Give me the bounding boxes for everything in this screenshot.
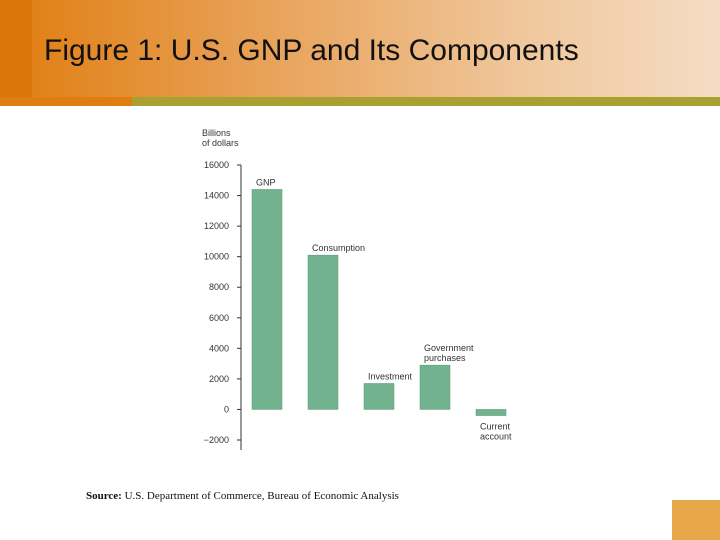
y-tick-label: 16000 xyxy=(204,160,229,170)
source-text: U.S. Department of Commerce, Bureau of E… xyxy=(124,490,399,502)
y-tick-label: 8000 xyxy=(209,282,229,292)
y-tick-label: 2000 xyxy=(209,374,229,384)
bar xyxy=(307,254,339,410)
y-tick-label: 4000 xyxy=(209,343,229,353)
y-tick-label: 10000 xyxy=(204,252,229,262)
y-tick-label: −2000 xyxy=(204,435,229,445)
y-tick-label: 0 xyxy=(224,404,229,414)
bar-category-label: Government xyxy=(424,343,474,353)
bar-category-label: GNP xyxy=(256,177,276,187)
bar xyxy=(475,409,507,416)
y-axis: 16000 14000 12000 10000 8000 6000 4000 2000 0 −20… xyxy=(204,160,242,450)
corner-decoration xyxy=(672,500,720,540)
slide-title: Figure 1: U.S. GNP and Its Components xyxy=(44,34,579,67)
bar xyxy=(251,189,283,410)
header-left-strip xyxy=(0,0,32,105)
y-axis-title-line: Billions xyxy=(202,128,231,138)
bar-category-label: Current xyxy=(480,422,511,432)
bar-category-label: Investment xyxy=(368,371,413,381)
accent-bar-olive xyxy=(132,97,720,106)
bar-labels: GNP Consumption Investment Governmentpurcha… xyxy=(256,177,512,441)
header-band xyxy=(0,0,720,105)
bar-category-label: Consumption xyxy=(312,243,365,253)
bar-category-label: account xyxy=(480,432,512,442)
source-note: Source: U.S. Department of Commerce, Bur… xyxy=(86,490,399,502)
y-tick-label: 14000 xyxy=(204,191,229,201)
bar-category-label: purchases xyxy=(424,353,466,363)
bar xyxy=(363,383,395,410)
y-tick-label: 6000 xyxy=(209,313,229,323)
bar xyxy=(419,364,451,410)
accent-bar-orange xyxy=(0,97,132,106)
y-tick-label: 12000 xyxy=(204,221,229,231)
bars xyxy=(251,189,507,416)
y-axis-title-line: of dollars xyxy=(202,138,239,148)
source-label: Source: xyxy=(86,490,122,502)
